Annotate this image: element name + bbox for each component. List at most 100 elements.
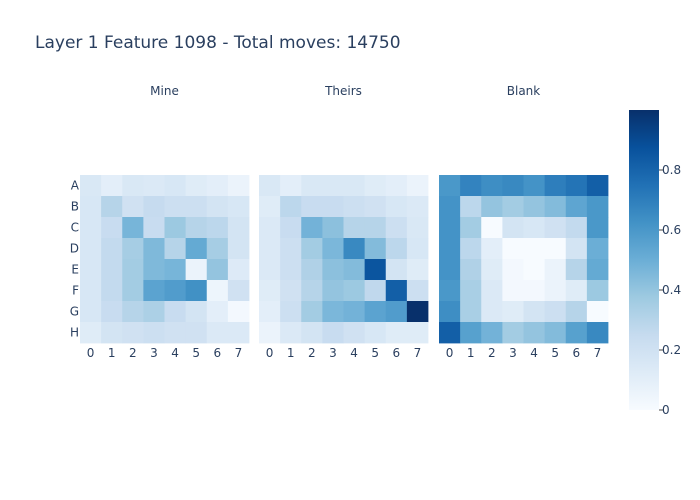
heatmap-cell [460, 175, 482, 197]
heatmap-cell [460, 217, 482, 239]
heatmap-cell [523, 238, 546, 260]
x-tick-label: 1 [108, 346, 116, 360]
heatmap-cell [460, 301, 482, 323]
x-tick-label: 6 [213, 346, 221, 360]
heatmap-cell [143, 175, 165, 197]
heatmap-cell [280, 301, 302, 323]
heatmap-cell [364, 280, 387, 302]
y-tick-label: A [71, 179, 80, 193]
heatmap-cell [502, 259, 524, 281]
heatmap-cell [481, 196, 503, 218]
x-tick-label: 7 [414, 346, 422, 360]
heatmap-cell [385, 280, 408, 302]
heatmap-cell [439, 238, 461, 260]
x-tick-label: 0 [87, 346, 95, 360]
heatmap-cell [227, 175, 250, 197]
heatmap-cell [481, 259, 503, 281]
heatmap-cell [259, 259, 281, 281]
heatmap-cell [259, 322, 281, 344]
heatmap-cell [185, 301, 208, 323]
heatmap-cell [227, 280, 250, 302]
heatmap-cell [164, 175, 187, 197]
x-tick-label: 3 [329, 346, 337, 360]
x-tick-label: 4 [171, 346, 179, 360]
heatmap-cell [523, 280, 546, 302]
x-tick-label: 1 [287, 346, 295, 360]
heatmap-cell [164, 238, 187, 260]
heatmap-cell [206, 238, 229, 260]
heatmap-cell [301, 259, 323, 281]
heatmap-cell [185, 217, 208, 239]
heatmap-cell [280, 322, 302, 344]
heatmap-cell [385, 217, 408, 239]
heatmap-cell [523, 259, 546, 281]
heatmap-cell [259, 175, 281, 197]
heatmap-cell [322, 280, 344, 302]
heatmap-cell [301, 175, 323, 197]
heatmap-cell [523, 322, 546, 344]
heatmap-cell [301, 217, 323, 239]
heatmap-cell [343, 259, 366, 281]
heatmap-cell [502, 322, 524, 344]
heatmap-cell [227, 301, 250, 323]
heatmap-cell [565, 301, 588, 323]
heatmap-cell [406, 217, 429, 239]
heatmap-cell [343, 175, 366, 197]
heatmap-cell [227, 322, 250, 344]
x-tick-label: 1 [467, 346, 475, 360]
heatmap-cell [523, 175, 546, 197]
heatmap-cell [364, 301, 387, 323]
heatmap-cell [280, 259, 302, 281]
heatmap-cell [544, 322, 567, 344]
heatmap-cell [80, 322, 102, 344]
heatmap-cell [406, 175, 429, 197]
x-tick-label: 7 [594, 346, 602, 360]
panel-title: Mine [150, 84, 179, 98]
heatmap-cell [544, 238, 567, 260]
heatmap-cell [185, 175, 208, 197]
heatmap-cell [523, 196, 546, 218]
heatmap-cell [143, 301, 165, 323]
panel-title: Blank [507, 84, 541, 98]
heatmap-cell [502, 238, 524, 260]
x-tick-label: 5 [192, 346, 200, 360]
x-tick-label: 5 [551, 346, 559, 360]
heatmap-cell [122, 259, 144, 281]
heatmap-cell [343, 238, 366, 260]
heatmap-cell [322, 217, 344, 239]
heatmap-cell [586, 196, 609, 218]
heatmap-cell [164, 280, 187, 302]
heatmap-cell [565, 175, 588, 197]
heatmap-cell [143, 280, 165, 302]
y-tick-label: H [70, 326, 79, 340]
heatmap-cell [586, 301, 609, 323]
heatmap-cell [206, 322, 229, 344]
heatmap-cell [164, 322, 187, 344]
heatmap-cell [565, 238, 588, 260]
heatmap-cell [80, 196, 102, 218]
heatmap-cell [122, 322, 144, 344]
heatmap-cell [280, 175, 302, 197]
heatmap-cell [122, 301, 144, 323]
heatmap-cell [164, 259, 187, 281]
heatmap-cell [565, 196, 588, 218]
heatmap-cell [481, 238, 503, 260]
heatmap-cell [206, 196, 229, 218]
heatmap-cell [143, 322, 165, 344]
heatmap-cell [481, 175, 503, 197]
heatmap-cell [259, 217, 281, 239]
heatmap-cell [101, 301, 123, 323]
heatmap-cell [406, 280, 429, 302]
heatmap-cell [101, 238, 123, 260]
heatmap-cell [122, 238, 144, 260]
colorbar: 0 0.2 0.4 0.6 0.8 [629, 110, 681, 417]
heatmap-cell [502, 175, 524, 197]
heatmap-cell [586, 280, 609, 302]
heatmap-cell [406, 322, 429, 344]
heatmap-cell [164, 196, 187, 218]
heatmap-cell [122, 280, 144, 302]
heatmap-cell [259, 238, 281, 260]
heatmap-cell [502, 217, 524, 239]
colorbar-tick-label: 0.8 [662, 163, 681, 177]
